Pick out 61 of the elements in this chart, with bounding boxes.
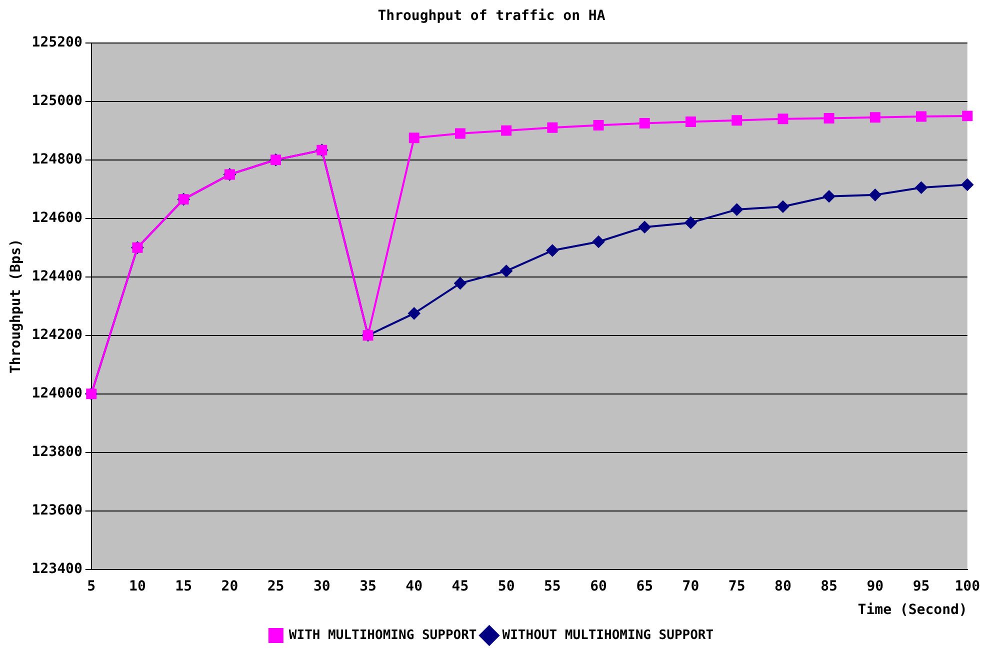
x-tick-label: 100 [954, 578, 980, 594]
point [685, 116, 696, 128]
y-tick-label: 123600 [32, 502, 82, 519]
point [732, 115, 742, 126]
x-tick-label: 5 [87, 578, 96, 594]
point [869, 188, 882, 201]
y-tick-label: 124800 [32, 151, 82, 168]
point [778, 114, 788, 124]
x-tick-label: 85 [820, 578, 838, 594]
point [823, 190, 836, 202]
y-axis-title: Throughput (Bps) [8, 238, 24, 374]
x-tick-label: 35 [360, 578, 376, 594]
x-tick-label: 40 [406, 578, 423, 594]
point [501, 125, 512, 136]
x-tick-label: 45 [452, 578, 469, 594]
x-tick-label: 20 [221, 578, 238, 594]
point [454, 128, 466, 139]
point [639, 118, 650, 128]
y-tick-label: 125200 [32, 34, 82, 50]
point [500, 264, 512, 277]
x-tick-label: 65 [636, 578, 654, 594]
y-tick-label: 124200 [32, 326, 82, 343]
x-tick-label: 95 [912, 578, 930, 594]
x-axis-title: Time (Second) [858, 602, 968, 618]
point [546, 244, 558, 257]
point [962, 110, 973, 122]
y-tick-label: 123800 [32, 444, 82, 460]
point [638, 221, 651, 234]
x-tick-label: 15 [175, 578, 192, 594]
point [684, 216, 697, 229]
point [593, 120, 604, 131]
x-tick-label: 30 [313, 578, 330, 594]
point [454, 277, 466, 290]
y-tick-label: 123400 [32, 561, 82, 578]
y-tick-label: 124600 [32, 210, 82, 226]
x-tick-label: 50 [498, 578, 515, 594]
x-tick-label: 25 [267, 578, 284, 594]
point [870, 112, 880, 123]
legend-label: WITHOUT MULTIHOMING SUPPORT [502, 628, 714, 643]
point [408, 307, 420, 320]
x-tick-label: 75 [728, 578, 746, 594]
point [776, 200, 789, 213]
point [824, 113, 834, 124]
x-tick-label: 90 [866, 578, 884, 594]
point [408, 132, 420, 144]
point [730, 204, 743, 216]
legend-label: WITH MULTIHOMING SUPPORT [288, 628, 477, 643]
chart-title: Throughput of traffic on HA [378, 8, 606, 24]
point [547, 122, 558, 133]
x-tick-label: 10 [129, 578, 146, 594]
y-tick-label: 125000 [32, 92, 82, 109]
x-tick-label: 70 [682, 578, 700, 594]
x-tick-label: 80 [774, 578, 792, 594]
point [961, 178, 974, 191]
x-tick-label: 60 [590, 578, 607, 594]
point [916, 111, 926, 122]
x-tick-label: 55 [544, 578, 561, 594]
y-tick-label: 124400 [32, 268, 82, 284]
point [915, 182, 928, 194]
point [592, 236, 605, 248]
y-tick-label: 124000 [32, 386, 82, 402]
